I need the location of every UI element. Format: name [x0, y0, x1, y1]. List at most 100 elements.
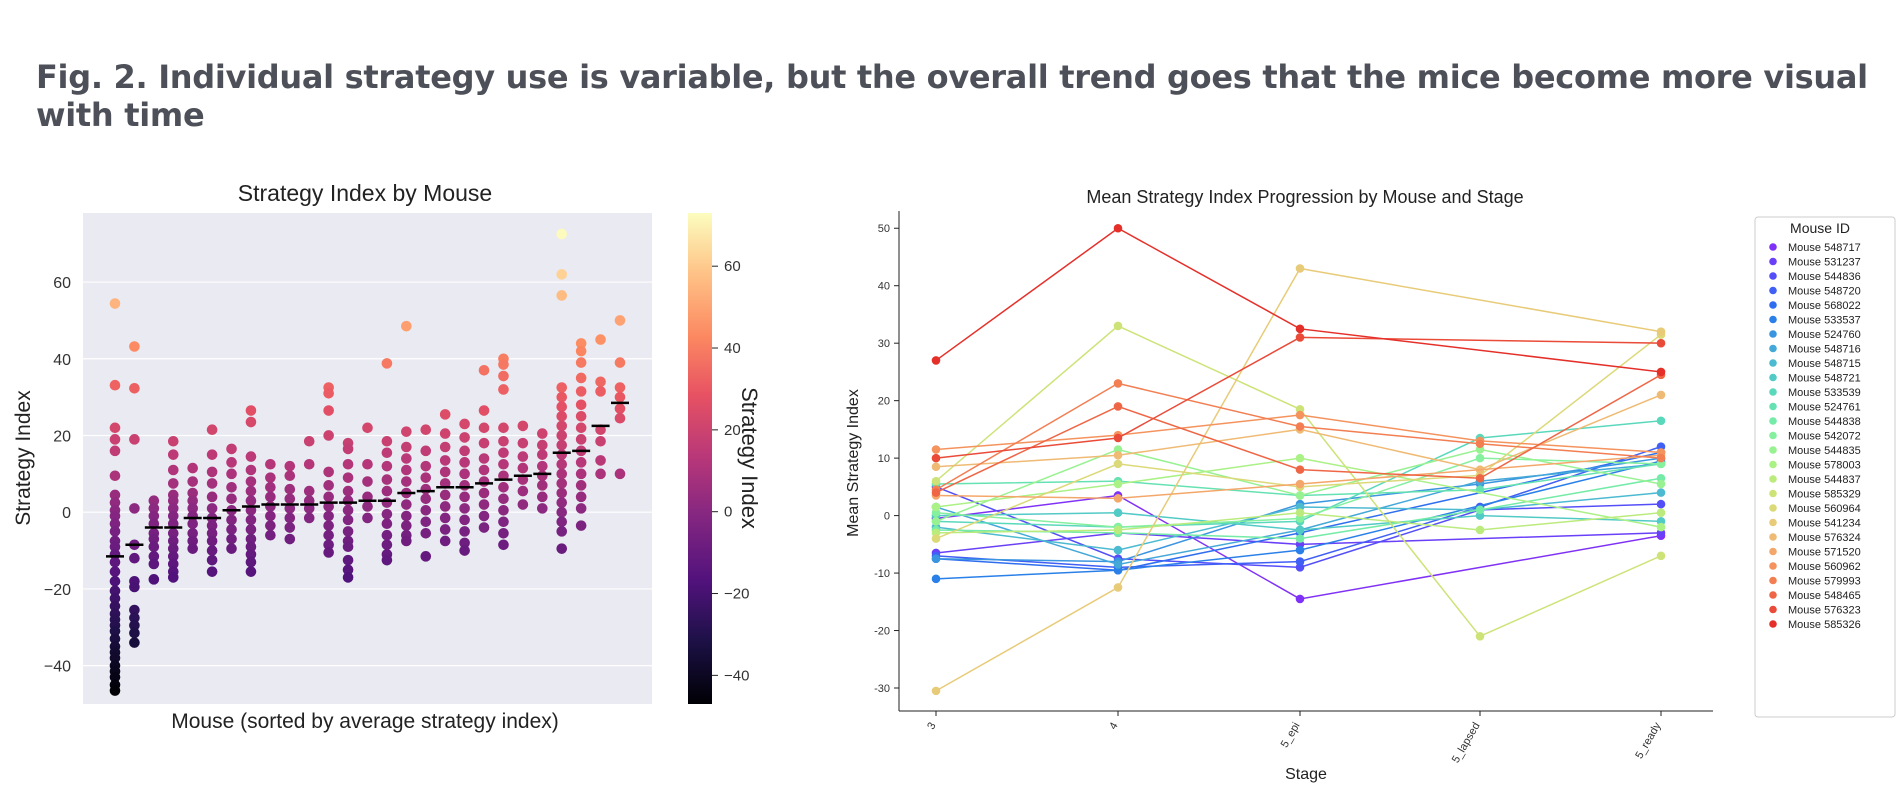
data-point [401, 511, 412, 522]
series-point [932, 554, 941, 563]
data-point [362, 459, 373, 470]
legend-label: Mouse 548716 [1788, 344, 1861, 356]
legend-marker [1769, 374, 1777, 382]
data-point [498, 540, 509, 551]
data-point [265, 472, 276, 483]
data-point [556, 229, 567, 240]
series-point [932, 503, 941, 512]
legend-label: Mouse 578003 [1788, 460, 1861, 472]
data-point [479, 511, 490, 522]
data-point [440, 501, 451, 512]
data-point [246, 566, 257, 577]
data-point [226, 543, 237, 554]
data-point [479, 405, 490, 416]
data-point [537, 449, 548, 460]
right-y-tick-label: -10 [874, 568, 890, 580]
legend-marker [1769, 316, 1777, 324]
data-point [498, 447, 509, 458]
data-point [246, 495, 257, 506]
series-point [1476, 526, 1485, 535]
data-point [246, 486, 257, 497]
legend-label: Mouse 560962 [1788, 561, 1861, 573]
series-point [1114, 434, 1123, 443]
colorbar-tick-label: 40 [724, 340, 741, 357]
data-point [226, 493, 237, 504]
right-x-tick-label: 5_epi [1279, 721, 1303, 750]
series-point [1114, 526, 1123, 535]
series-point [1114, 480, 1123, 489]
data-point [556, 401, 567, 412]
data-point [110, 434, 121, 445]
legend-label: Mouse 548465 [1788, 590, 1861, 602]
data-point [498, 516, 509, 527]
data-point [459, 545, 470, 556]
data-point [285, 534, 296, 545]
data-point [401, 426, 412, 437]
data-point [440, 442, 451, 453]
data-point [518, 451, 529, 462]
right-y-tick-label: -30 [874, 683, 890, 695]
series-point [1114, 322, 1123, 331]
data-point [479, 453, 490, 464]
data-point [556, 430, 567, 441]
data-point [246, 465, 257, 476]
data-point [576, 492, 587, 503]
data-point [595, 376, 606, 387]
data-point [518, 499, 529, 510]
data-point [440, 524, 451, 535]
legend-marker [1769, 287, 1777, 295]
legend-marker [1769, 475, 1777, 483]
series-point [932, 445, 941, 454]
strategy-by-mouse-chart: Strategy Index by Mouse −40−200204060 Mo… [0, 160, 800, 740]
legend-marker [1769, 388, 1777, 396]
data-point [382, 518, 393, 529]
series-point [932, 575, 941, 584]
series-point [1114, 560, 1123, 569]
data-point [479, 488, 490, 499]
data-point [479, 499, 490, 510]
legend-label: Mouse 548720 [1788, 286, 1861, 298]
series-point [932, 517, 941, 526]
strategy-progression-chart: Mean Strategy Index Progression by Mouse… [820, 165, 1899, 805]
data-point [246, 451, 257, 462]
left-y-tick-label: 60 [53, 275, 71, 292]
data-point [343, 555, 354, 566]
data-point [304, 513, 315, 524]
data-point [187, 543, 198, 554]
legend-marker [1769, 533, 1777, 541]
legend-label: Mouse 541234 [1788, 518, 1861, 530]
data-point [537, 503, 548, 514]
data-point [498, 528, 509, 539]
data-point [285, 484, 296, 495]
data-point [459, 480, 470, 491]
data-point [246, 557, 257, 568]
data-point [187, 463, 198, 474]
data-point [420, 516, 431, 527]
data-point [362, 476, 373, 487]
data-point [382, 358, 393, 369]
data-point [323, 480, 334, 491]
data-point [556, 543, 567, 554]
data-point [401, 476, 412, 487]
data-point [129, 383, 140, 394]
data-point [479, 465, 490, 476]
right-x-tick-label: 5_ready [1633, 720, 1664, 761]
data-point [323, 405, 334, 416]
data-point [440, 490, 451, 501]
data-point [323, 430, 334, 441]
series-point [1296, 325, 1305, 334]
data-point [459, 503, 470, 514]
legend-marker [1769, 548, 1777, 556]
data-point [226, 444, 237, 455]
data-point [498, 493, 509, 504]
data-point [187, 476, 198, 487]
data-point [207, 478, 218, 489]
data-point [382, 436, 393, 447]
data-point [615, 413, 626, 424]
data-point [226, 457, 237, 468]
data-point [595, 455, 606, 466]
data-point [246, 476, 257, 487]
data-point [246, 405, 257, 416]
legend-marker [1769, 490, 1777, 498]
right-chart-title: Mean Strategy Index Progression by Mouse… [1086, 187, 1523, 207]
